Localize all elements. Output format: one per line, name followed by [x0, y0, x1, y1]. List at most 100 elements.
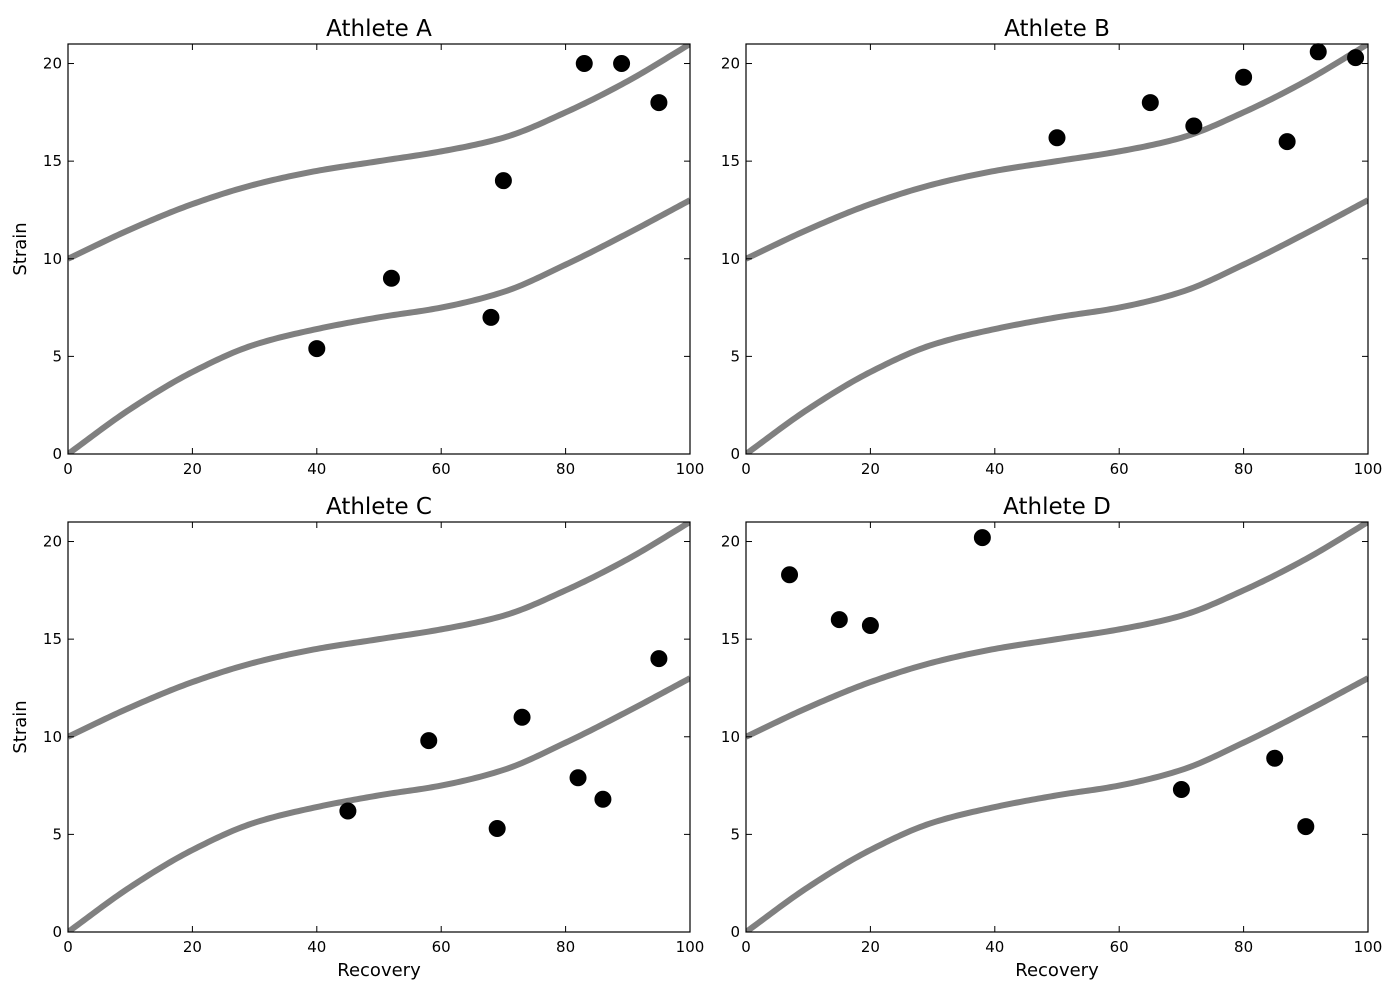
- data-point: [1278, 133, 1296, 151]
- data-point: [482, 308, 500, 326]
- lower-reference-curve: [68, 675, 690, 932]
- y-axis-label: Strain: [10, 222, 31, 275]
- data-point: [650, 94, 668, 112]
- data-point: [781, 566, 799, 584]
- data-point: [594, 790, 612, 808]
- lower-reference-curve: [746, 197, 1368, 454]
- data-points: [308, 55, 668, 358]
- data-point: [1347, 49, 1365, 67]
- data-points: [339, 650, 668, 838]
- y-tick-label: 10: [43, 250, 62, 268]
- x-tick-label: 60: [432, 938, 451, 956]
- data-point: [513, 708, 531, 726]
- data-point: [382, 269, 400, 287]
- panel-3: Athlete C 0 20 40 60 80 100 0 5 10 15 20 Recovery Str…: [10, 494, 704, 981]
- x-tick-label: 20: [861, 938, 880, 956]
- data-point: [494, 172, 512, 190]
- panel-2: Athlete B 0 20 40 60 80 100 0 5 10 15 20: [721, 16, 1382, 478]
- data-point: [830, 611, 848, 629]
- data-point: [1297, 818, 1315, 836]
- data-point: [613, 55, 631, 73]
- lower-reference-curve: [746, 675, 1368, 932]
- x-axis-label: Recovery: [1015, 960, 1099, 981]
- panel-title: Athlete C: [326, 494, 432, 520]
- x-tick-label: 40: [307, 460, 326, 478]
- plot-frame: [745, 43, 1369, 455]
- data-point: [1309, 43, 1327, 61]
- x-tick-label: 20: [183, 938, 202, 956]
- y-tick-label: 10: [721, 728, 740, 746]
- data-point: [973, 529, 991, 547]
- data-point: [1185, 117, 1203, 135]
- data-point: [1048, 129, 1066, 147]
- reference-curves: [746, 44, 1368, 454]
- y-tick-label: 0: [730, 923, 740, 941]
- y-tick-label: 5: [52, 347, 62, 365]
- x-tick-label: 80: [1234, 938, 1253, 956]
- data-point: [1141, 94, 1159, 112]
- x-tick-label: 80: [1234, 460, 1253, 478]
- data-point: [420, 732, 438, 750]
- y-tick-label: 5: [730, 347, 740, 365]
- data-point: [861, 616, 879, 634]
- y-tick-label: 15: [721, 630, 740, 648]
- y-axis-label: Strain: [10, 700, 31, 753]
- data-point: [1235, 68, 1253, 86]
- x-tick-label: 0: [63, 460, 73, 478]
- y-tick-label: 10: [43, 728, 62, 746]
- x-tick-label: 100: [676, 938, 705, 956]
- y-tick-label: 5: [730, 825, 740, 843]
- y-tick-label: 20: [721, 55, 740, 73]
- y-tick-label: 0: [730, 445, 740, 463]
- x-tick-label: 80: [556, 938, 575, 956]
- panel-title: Athlete B: [1004, 16, 1110, 42]
- x-tick-label: 20: [183, 460, 202, 478]
- data-point: [339, 802, 357, 820]
- data-points: [1048, 43, 1365, 151]
- x-tick-label: 40: [307, 938, 326, 956]
- data-point: [1266, 749, 1284, 767]
- data-point: [488, 820, 506, 838]
- x-tick-label: 40: [985, 938, 1004, 956]
- reference-curves: [746, 522, 1368, 932]
- panel-1: Athlete A 0 20 40 60 80 100 0 5 10 15 20 Strain: [10, 16, 704, 478]
- plot-frame: [745, 521, 1369, 933]
- x-tick-label: 0: [63, 938, 73, 956]
- data-point: [575, 55, 593, 73]
- y-tick-label: 5: [52, 825, 62, 843]
- reference-curves: [68, 44, 690, 454]
- x-tick-label: 0: [741, 460, 751, 478]
- x-tick-label: 100: [1354, 938, 1383, 956]
- x-tick-label: 60: [1110, 460, 1129, 478]
- plot-frame: [67, 521, 691, 933]
- x-tick-label: 80: [556, 460, 575, 478]
- x-tick-label: 60: [1110, 938, 1129, 956]
- x-tick-label: 20: [861, 460, 880, 478]
- data-point: [308, 340, 326, 358]
- x-tick-label: 100: [1354, 460, 1383, 478]
- upper-reference-curve: [68, 44, 690, 262]
- y-tick-label: 20: [721, 533, 740, 551]
- data-point: [650, 650, 668, 668]
- x-tick-label: 0: [741, 938, 751, 956]
- plot-frame: [67, 43, 691, 455]
- y-tick-label: 0: [52, 923, 62, 941]
- y-tick-label: 15: [43, 152, 62, 170]
- y-tick-label: 10: [721, 250, 740, 268]
- upper-reference-curve: [68, 522, 690, 740]
- upper-reference-curve: [746, 44, 1368, 262]
- data-points: [781, 529, 1315, 836]
- panel-4: Athlete D 0 20 40 60 80 100 0 5 10 15 20 Recovery: [721, 494, 1382, 981]
- reference-curves: [68, 522, 690, 932]
- x-tick-label: 60: [432, 460, 451, 478]
- y-tick-label: 20: [43, 533, 62, 551]
- y-tick-label: 15: [721, 152, 740, 170]
- x-axis-label: Recovery: [337, 960, 421, 981]
- panel-title: Athlete D: [1003, 494, 1111, 520]
- x-tick-label: 40: [985, 460, 1004, 478]
- data-point: [1172, 780, 1190, 798]
- panel-title: Athlete A: [326, 16, 432, 42]
- x-tick-label: 100: [676, 460, 705, 478]
- y-tick-label: 15: [43, 630, 62, 648]
